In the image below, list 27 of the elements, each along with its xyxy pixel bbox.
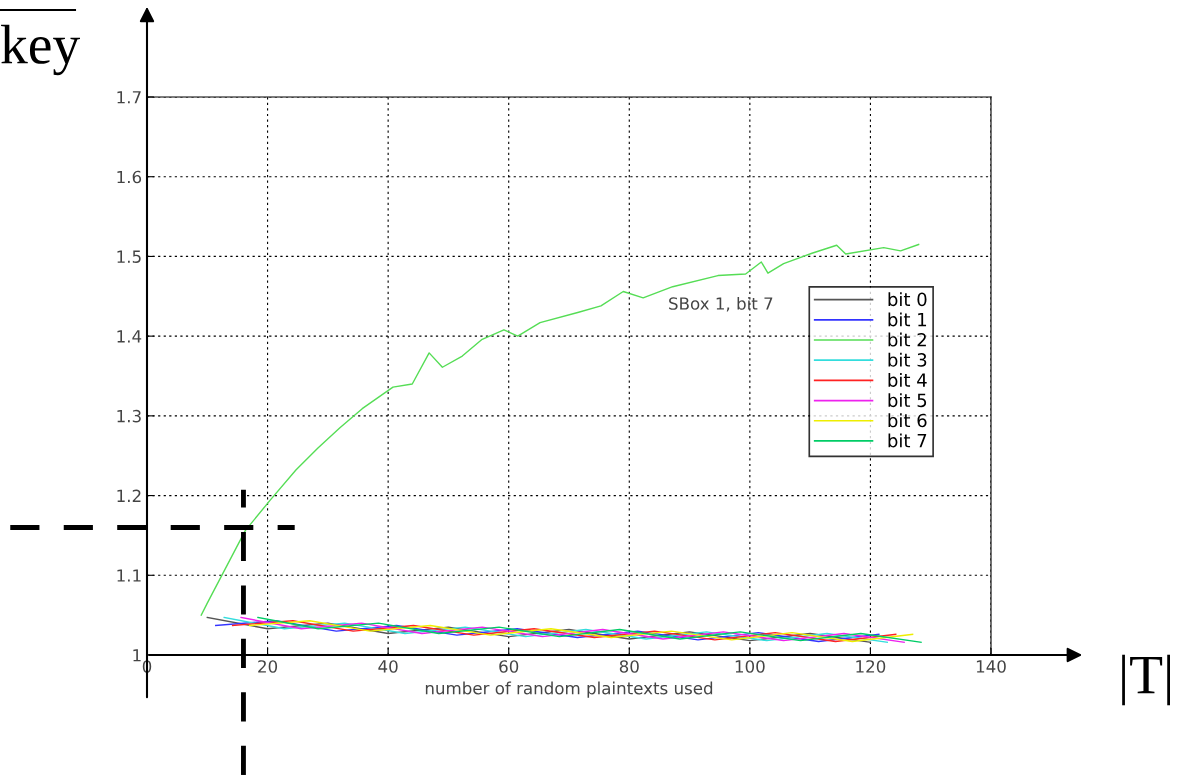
- x-axis-title: number of random plaintexts used: [425, 681, 713, 698]
- legend-label: bit 7: [888, 433, 927, 448]
- legend-label: bit 4: [888, 372, 927, 387]
- y-tick-label: 1.4: [117, 330, 142, 343]
- y-tick-label: 1.2: [117, 489, 141, 502]
- x-tick-label: 20: [258, 660, 278, 673]
- y-tick-label: 1.7: [117, 91, 141, 104]
- legend-label: bit 6: [888, 413, 927, 428]
- y-tick-label: 1.5: [117, 250, 141, 263]
- text: key: [1, 24, 80, 76]
- legend-label: bit 0: [888, 292, 927, 307]
- x-tick-label: 120: [856, 660, 886, 673]
- x-tick-label: 140: [976, 660, 1006, 673]
- x-tick-label: 40: [378, 660, 398, 673]
- legend-label: bit 3: [888, 352, 927, 367]
- legend-label: bit 5: [888, 393, 927, 408]
- x-tick-label: 60: [499, 660, 519, 673]
- y-tick-label: 1.6: [117, 170, 142, 184]
- legend-label: bit 2: [888, 332, 926, 347]
- x-tick-label: 80: [619, 660, 639, 673]
- x-tick-label: 100: [735, 660, 765, 673]
- y-tick-label: 1.1: [117, 569, 141, 582]
- annotation: SBox 1, bit 7: [669, 296, 773, 312]
- y-tick-label: 1: [133, 649, 141, 662]
- legend-label: bit 1: [888, 312, 927, 327]
- y-tick-label: 1.3: [117, 409, 141, 423]
- text: |T|: [1122, 654, 1170, 706]
